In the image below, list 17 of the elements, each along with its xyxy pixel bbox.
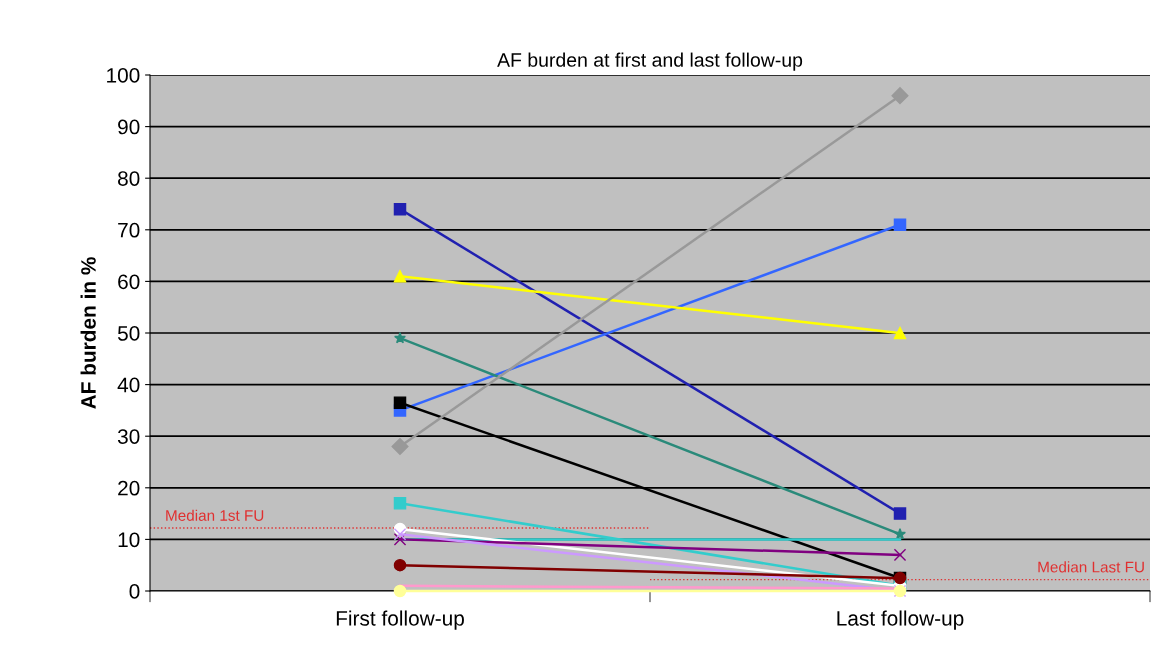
y-tick-label: 30 — [117, 429, 140, 444]
y-tick-label: 20 — [118, 480, 140, 496]
y-tick-label: 60 — [118, 274, 140, 290]
ref-line-label: Median 1st FU — [166, 509, 264, 521]
ref-line-label: Median Last FU — [1038, 561, 1144, 573]
y-tick-label: 50 — [117, 326, 140, 341]
y-tick-label: 100 — [107, 68, 140, 83]
x-tick-label: Last follow-up — [837, 610, 964, 630]
chart-title: AF burden at first and last follow-up — [497, 52, 803, 71]
y-axis-title: AF burden in % — [80, 257, 96, 409]
y-tick-label: 10 — [118, 532, 140, 548]
y-tick-label: 0 — [129, 584, 140, 599]
y-tick-label: 90 — [118, 119, 140, 135]
y-tick-label: 70 — [118, 222, 140, 238]
x-tick-label: First follow-up — [336, 610, 464, 630]
y-tick-label: 40 — [117, 377, 140, 393]
y-tick-label: 80 — [118, 171, 140, 186]
